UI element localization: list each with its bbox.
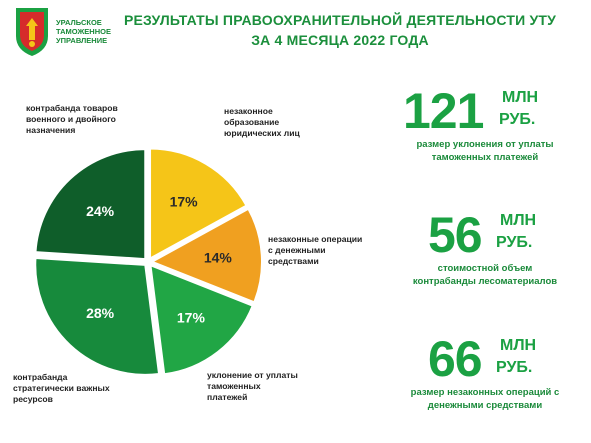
callout-s4: контрабанда товаров военного и двойного …	[26, 103, 118, 135]
pie-slice-1	[149, 207, 263, 304]
stat-number-3: 66	[428, 331, 483, 387]
callout-s2: уклонение от уплаты таможенных платежей	[207, 370, 298, 402]
stat-unit-3a: МЛН	[500, 337, 537, 354]
stat-number-1: 121	[403, 83, 484, 139]
stat-desc-1: размер уклонения от уплаты таможенных пл…	[416, 139, 554, 163]
org-logo: УРАЛЬСКОЕ ТАМОЖЕННОЕ УПРАВЛЕНИЕ	[12, 6, 112, 66]
stat-desc-3: размер незаконных операций с денежными с…	[410, 387, 560, 411]
pie-slice-label-3: 28%	[86, 305, 115, 321]
title-line-2: ЗА 4 МЕСЯЦА 2022 ГОДА	[251, 32, 429, 48]
pie-slice-label-4: 24%	[86, 203, 115, 219]
stat-number-2: 56	[428, 207, 483, 263]
pie-slice-0	[149, 147, 248, 261]
stat-unit-1a: МЛН	[502, 89, 539, 106]
stat-unit-1b: РУБ.	[499, 111, 536, 128]
stat-unit-2a: МЛН	[500, 212, 537, 229]
org-name: УРАЛЬСКОЕ ТАМОЖЕННОЕ УПРАВЛЕНИЕ	[56, 18, 111, 45]
pie-slice-4	[34, 148, 147, 261]
pie-slice-3	[34, 256, 161, 376]
customs-emblem-icon	[16, 8, 48, 56]
pie-slice-label-0: 17%	[170, 194, 199, 210]
callout-s0: незаконное образование юридических лиц	[224, 106, 300, 138]
callout-s3: контрабанда стратегически важных ресурсо…	[13, 372, 110, 404]
stat-desc-2: стоимостной объем контрабанды лесоматери…	[412, 263, 558, 287]
stat-unit-2b: РУБ.	[496, 234, 533, 251]
pie-slice-label-1: 14%	[204, 250, 233, 266]
page-title: РЕЗУЛЬТАТЫ ПРАВООХРАНИТЕЛЬНОЙ ДЕЯТЕЛЬНОС…	[120, 10, 560, 50]
pie-slice-label-2: 17%	[177, 309, 206, 325]
pie-slice-2	[149, 263, 255, 376]
stat-unit-3b: РУБ.	[496, 359, 533, 376]
title-line-1: РЕЗУЛЬТАТЫ ПРАВООХРАНИТЕЛЬНОЙ ДЕЯТЕЛЬНОС…	[123, 12, 557, 28]
callout-s1: незаконные операции с денежными средства…	[268, 234, 363, 266]
